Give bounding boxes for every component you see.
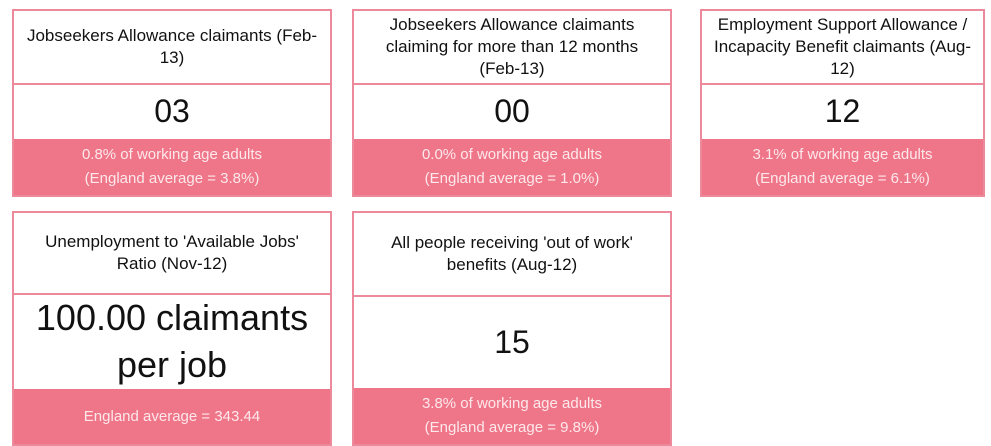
card-title: All people receiving 'out of work' benef… (354, 213, 670, 297)
card-footer: 3.8% of working age adults (England avera… (354, 388, 670, 444)
stat-card: Jobseekers Allowance claimants (Feb-13) 0… (12, 9, 332, 197)
footer-line: (England average = 3.8%) (84, 170, 260, 187)
footer-line: England average = 343.44 (83, 407, 261, 425)
card-value: 100.00 claimants per job (35, 297, 309, 386)
footer-line: (England average = 6.1%) (755, 170, 930, 187)
card-value: 12 (824, 93, 861, 130)
card-value: 03 (154, 93, 190, 130)
card-footer: England average = 343.44 (14, 389, 330, 444)
stat-card: Employment Support Allowance / Incapacit… (700, 9, 985, 197)
card-value: 15 (494, 323, 530, 360)
footer-line: 3.1% of working age adults (752, 146, 933, 163)
footer-line: 0.0% of working age adults (421, 146, 603, 163)
stat-card: Unemployment to 'Available Jobs' Ratio (… (12, 211, 332, 446)
card-footer: 0.8% of working age adults (England avera… (14, 139, 330, 195)
footer-line: (England average = 9.8%) (424, 419, 600, 436)
card-title: Employment Support Allowance / Incapacit… (702, 11, 983, 85)
card-title: Jobseekers Allowance claimants (Feb-13) (14, 11, 330, 85)
footer-line: 3.8% of working age adults (421, 395, 603, 412)
footer-line: (England average = 1.0%) (424, 170, 600, 187)
card-title: Unemployment to 'Available Jobs' Ratio (… (14, 213, 330, 296)
card-footer: 0.0% of working age adults (England avera… (354, 139, 670, 195)
footer-line: 0.8% of working age adults (81, 146, 263, 163)
stat-card: All people receiving 'out of work' benef… (352, 211, 672, 446)
card-value: 00 (494, 93, 530, 130)
card-footer: 3.1% of working age adults (England avera… (702, 139, 983, 195)
card-title: Jobseekers Allowance claimants claiming … (354, 11, 670, 85)
stat-card: Jobseekers Allowance claimants claiming … (352, 9, 672, 197)
